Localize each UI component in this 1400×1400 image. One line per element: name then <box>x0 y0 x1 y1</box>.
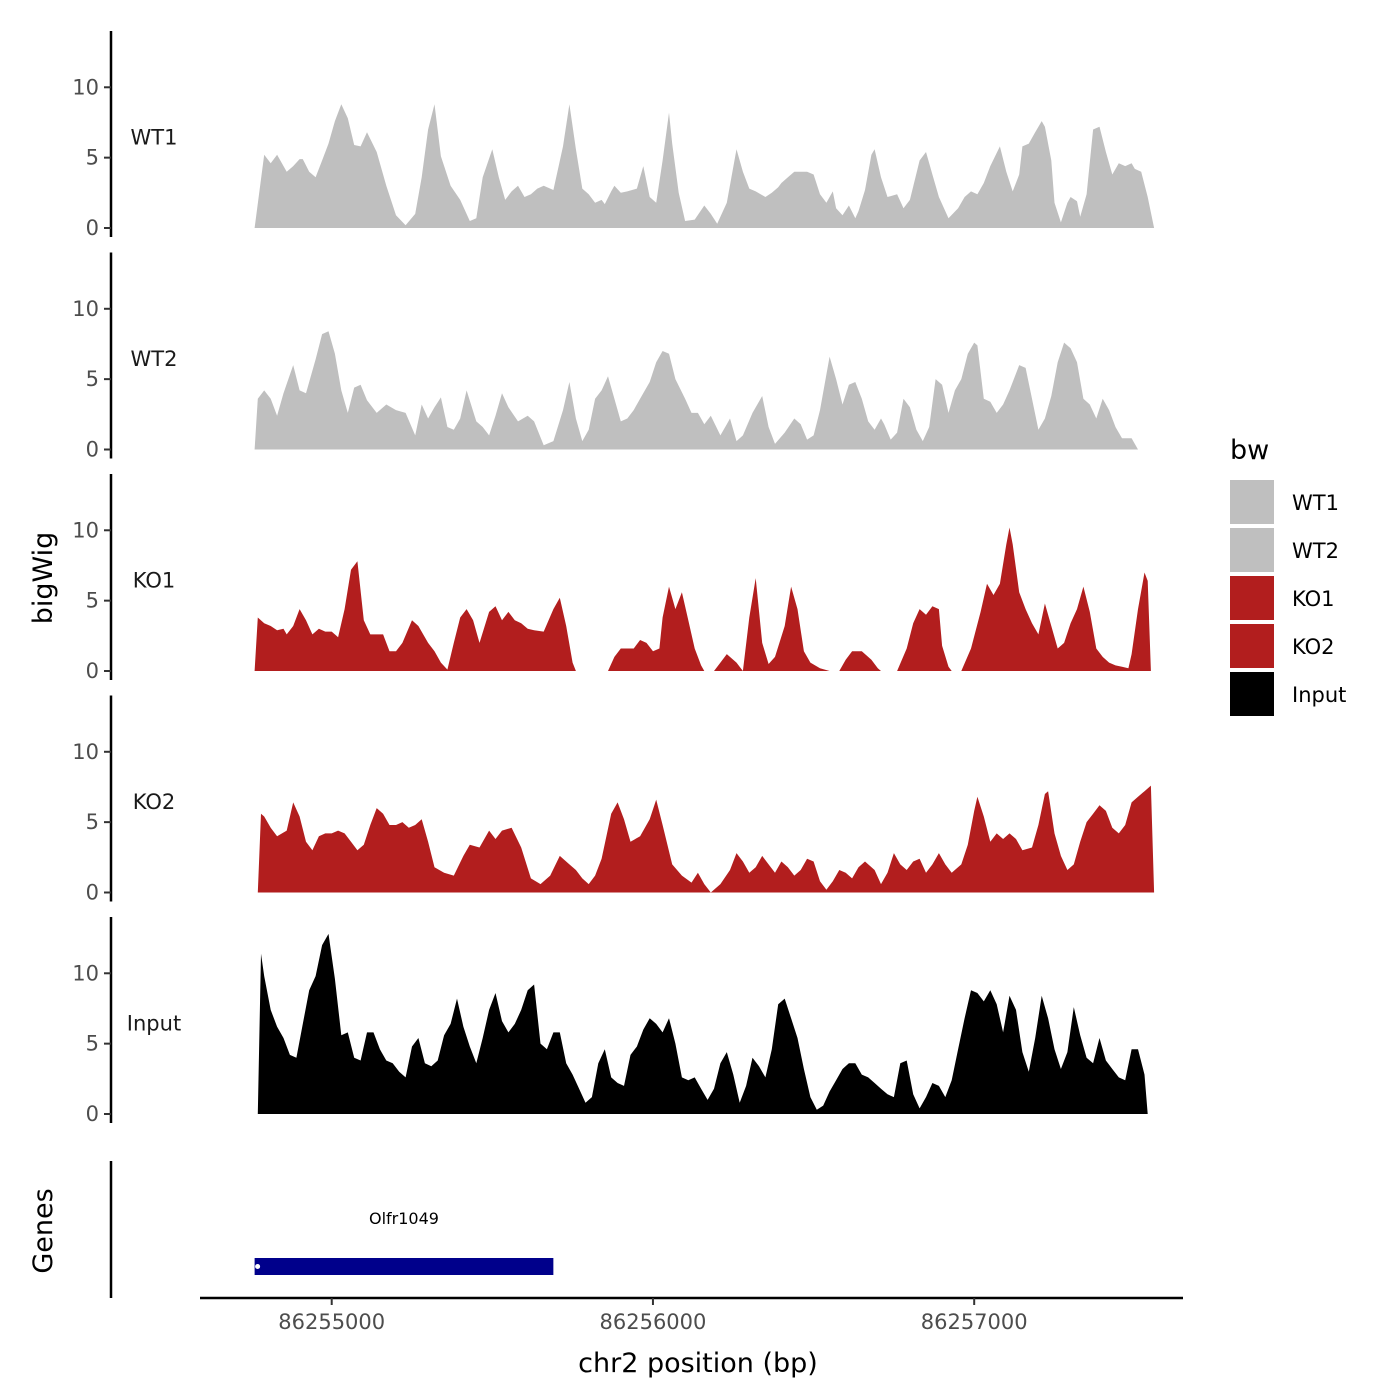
y-tick-label: 5 <box>86 1032 99 1056</box>
gene-body <box>254 1258 554 1275</box>
signal-area-ko1 <box>254 527 1151 671</box>
y-axis-title: bigWig <box>28 532 59 625</box>
track-label: KO2 <box>133 790 176 814</box>
y-tick-label: 5 <box>86 367 99 391</box>
track-label: WT1 <box>131 126 178 150</box>
y-tick-label: 10 <box>72 740 99 764</box>
track-ko2: 0 5 10 KO2 <box>72 695 1155 905</box>
legend-title: bw <box>1230 435 1269 466</box>
track-input: 0 5 10 Input <box>72 917 1148 1126</box>
legend-swatch-ko2 <box>1230 624 1274 668</box>
signal-area-ko2 <box>257 785 1155 893</box>
track-label: KO1 <box>133 569 176 593</box>
x-axis-title: chr2 position (bp) <box>578 1348 818 1379</box>
track-label: WT2 <box>131 347 178 371</box>
signal-area-input <box>257 933 1148 1114</box>
y-tick-label: 10 <box>72 75 99 99</box>
x-tick-label: 86256000 <box>600 1310 707 1334</box>
legend-swatch-wt2 <box>1230 528 1274 572</box>
legend-label: WT2 <box>1292 539 1339 563</box>
y-tick-label: 0 <box>86 881 99 905</box>
x-axis: 86255000 86256000 86257000 <box>200 1296 1183 1334</box>
genes-panel: Olfr1049 <box>109 1161 554 1298</box>
legend-label: KO1 <box>1292 587 1335 611</box>
y-tick-label: 5 <box>86 589 99 613</box>
track-ko1: 0 5 10 KO1 <box>72 474 1151 683</box>
y-tick-label: 0 <box>86 1102 99 1126</box>
track-wt1: 0 5 10 WT1 <box>72 31 1155 240</box>
y-tick-label: 0 <box>86 438 99 462</box>
y-tick-label: 5 <box>86 146 99 170</box>
legend-label: KO2 <box>1292 635 1335 659</box>
gene-start-marker <box>255 1264 261 1269</box>
genes-axis-title: Genes <box>28 1188 59 1273</box>
y-tick-label: 5 <box>86 810 99 834</box>
signal-area-wt2 <box>254 331 1139 450</box>
y-tick-label: 0 <box>86 659 99 683</box>
x-tick-label: 86257000 <box>921 1310 1028 1334</box>
y-tick-label: 10 <box>72 961 99 985</box>
legend-swatch-ko1 <box>1230 576 1274 620</box>
legend: bw WT1 WT2 KO1 KO2 Input <box>1230 435 1346 716</box>
signal-area-wt1 <box>254 104 1155 228</box>
gene-label: Olfr1049 <box>369 1209 439 1228</box>
legend-swatch-input <box>1230 672 1274 716</box>
legend-label: Input <box>1292 683 1346 707</box>
track-panels: 0 5 10 WT1 0 5 10 WT2 0 5 10 KO1 0 5 10 KO2 0 5 10 Input <box>72 31 1155 1126</box>
y-tick-label: 10 <box>72 297 99 321</box>
track-label: Input <box>127 1012 181 1036</box>
legend-label: WT1 <box>1292 491 1339 515</box>
track-wt2: 0 5 10 WT2 <box>72 252 1139 462</box>
legend-swatch-wt1 <box>1230 480 1274 524</box>
y-tick-label: 10 <box>72 518 99 542</box>
x-tick-label: 86255000 <box>278 1310 385 1334</box>
y-tick-label: 0 <box>86 216 99 240</box>
